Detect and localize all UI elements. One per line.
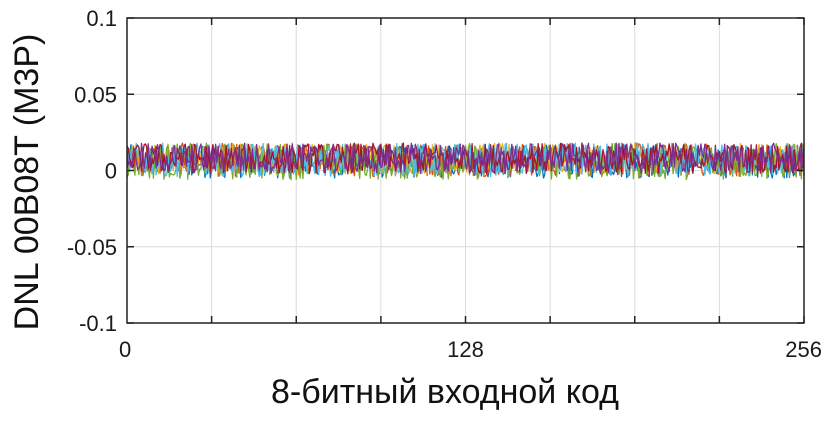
y-axis-label: DNL 00B08T (M3P) [8,34,46,331]
x-tick-label: 0 [119,337,131,362]
y-tick-label: 0.05 [74,82,117,107]
y-tick-labels: -0.1 -0.05 0 0.05 0.1 [67,6,117,336]
y-tick-label: 0.1 [86,6,117,31]
x-tick-label: 128 [447,337,484,362]
y-tick-label: -0.1 [79,311,117,336]
x-tick-labels: 0 128 256 [119,337,822,362]
y-tick-label: -0.05 [67,235,117,260]
tick-marks [127,17,805,324]
x-axis-label: 8-битный входной код [271,373,619,411]
x-tick-label: 256 [785,337,822,362]
y-tick-label: 0 [105,159,117,184]
series-layer [126,142,805,181]
dnl-series-line [126,142,805,175]
